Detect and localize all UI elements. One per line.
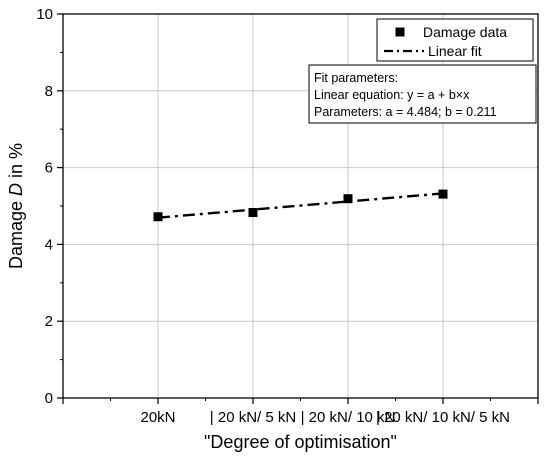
y-tick-labels: 0 2 4 6 8 10: [36, 6, 53, 407]
fit-parameter-values: Parameters: a = 4.484; b = 0.211: [314, 105, 497, 119]
y-tick-label-4: 8: [45, 83, 53, 100]
x-axis-title: "Degree of optimisation": [204, 432, 397, 452]
fit-equation: Linear equation: y = a + b×x: [314, 88, 470, 102]
fit-line: [157, 192, 444, 219]
y-tick-label-2: 4: [45, 236, 53, 253]
y-tick-label-5: 10: [36, 6, 53, 23]
y-tick-label-0: 0: [45, 390, 53, 407]
y-axis-title: Damage D in %: [6, 143, 26, 269]
legend-marker-damage-data: [395, 27, 405, 37]
fit-parameters-box: Fit parameters: Linear equation: y = a +…: [308, 64, 537, 124]
y-axis-title-symbol: D: [6, 183, 26, 196]
y-axis-title-suffix: in %: [6, 143, 26, 183]
x-tick-label-0: 20kN: [140, 409, 175, 426]
y-axis-title-prefix: Damage: [6, 196, 26, 269]
legend-label-damage-data: Damage data: [423, 24, 507, 40]
y-tick-label-3: 6: [45, 160, 53, 177]
fit-parameters-frame: [308, 64, 537, 124]
data-markers: [153, 189, 448, 222]
y-tick-label-1: 2: [45, 313, 53, 330]
x-tick-labels: 20kN | 20 kN/ 5 kN | 20 kN/ 10 kN| 20 kN/ …: [140, 409, 509, 426]
x-tick-label-3: | 20 kN/ 10 kN/ 5 kN: [376, 409, 510, 426]
fit-parameters-title: Fit parameters:: [314, 71, 398, 85]
x-tick-label-2: | 20 kN/ 10 kN: [301, 409, 396, 426]
legend: Damage data Linear fit: [376, 18, 534, 62]
axis-ticks: [57, 13, 539, 404]
legend-label-linear-fit: Linear fit: [428, 43, 482, 59]
x-tick-label-1: | 20 kN/ 5 kN: [210, 409, 296, 426]
data-point-2: [343, 194, 353, 204]
data-point-1: [248, 208, 258, 218]
data-point-3: [438, 189, 448, 199]
fit-line-group: [157, 192, 444, 219]
legend-box: [376, 18, 534, 62]
data-point-0: [153, 212, 163, 222]
